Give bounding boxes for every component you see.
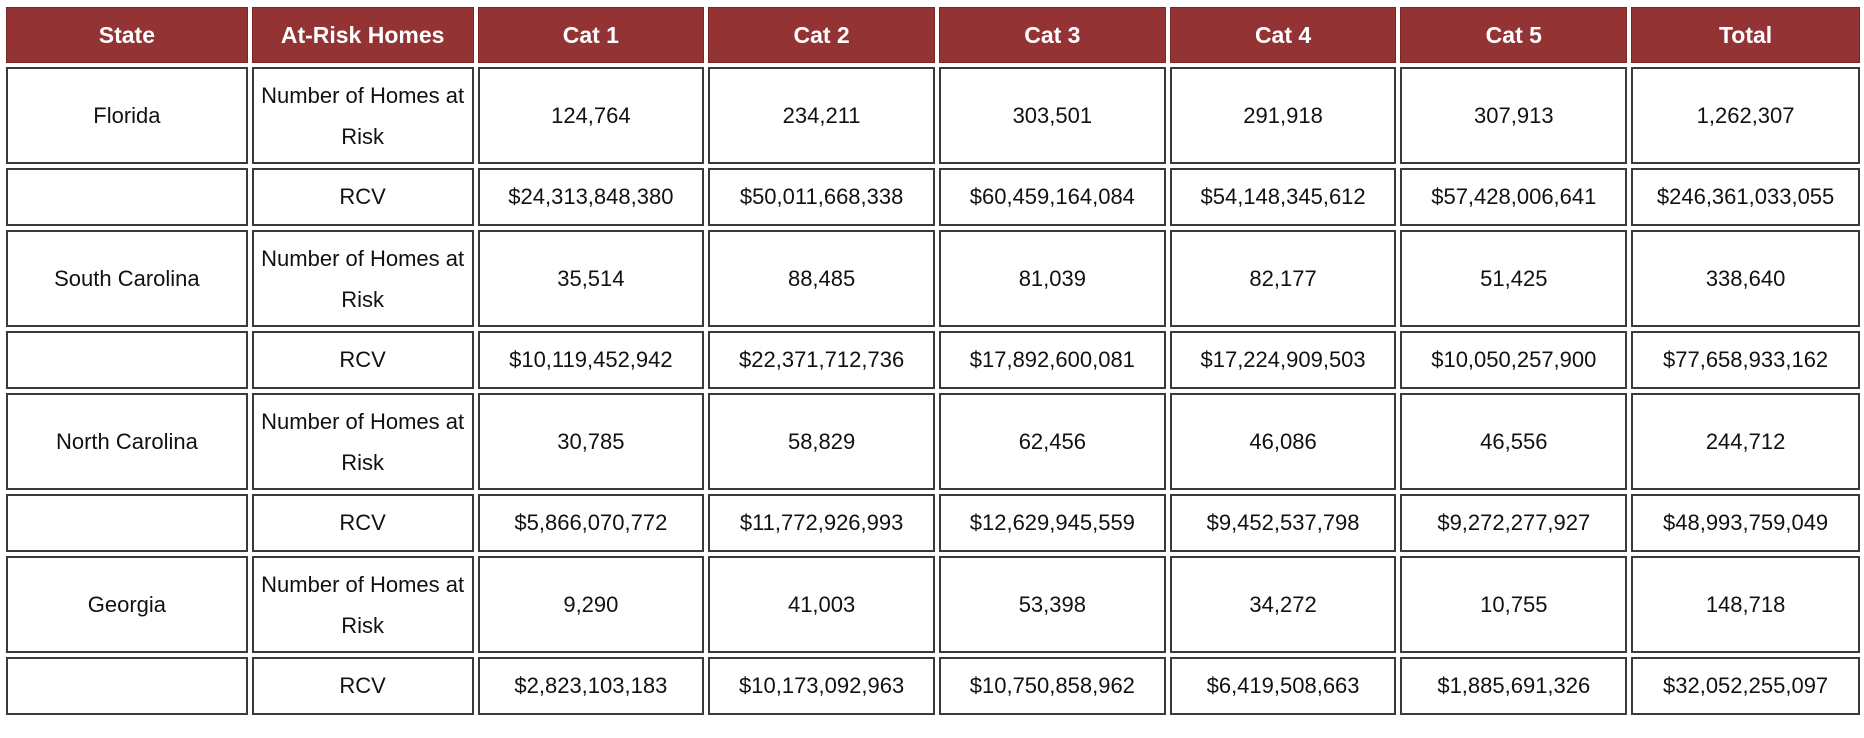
row-type-cell: Number of Homes at Risk [251, 393, 474, 490]
header-cat-5: Cat 5 [1400, 7, 1628, 63]
row-type-cell: RCV [251, 494, 474, 552]
cat-2-cell: $10,173,092,963 [708, 657, 935, 715]
cat-3-cell: $60,459,164,084 [938, 168, 1166, 226]
row-type-cell: Number of Homes at Risk [251, 230, 474, 327]
cat-3-cell: 62,456 [938, 393, 1166, 490]
cat-5-cell: 51,425 [1400, 230, 1628, 327]
table-row: North Carolina Number of Homes at Risk 3… [6, 393, 1860, 490]
total-cell: $32,052,255,097 [1631, 657, 1860, 715]
cat-5-cell: $10,050,257,900 [1400, 331, 1628, 389]
state-cell-empty [6, 168, 248, 226]
cat-3-cell: 81,039 [938, 230, 1166, 327]
row-type-cell: RCV [251, 657, 474, 715]
cat-1-cell: $5,866,070,772 [477, 494, 705, 552]
row-type-cell: RCV [251, 331, 474, 389]
table-body: Florida Number of Homes at Risk 124,764 … [6, 67, 1860, 715]
header-cat-1: Cat 1 [477, 7, 705, 63]
total-cell: $48,993,759,049 [1631, 494, 1860, 552]
table-row: Georgia Number of Homes at Risk 9,290 41… [6, 556, 1860, 653]
row-type-cell: Number of Homes at Risk [251, 556, 474, 653]
cat-3-cell: $17,892,600,081 [938, 331, 1166, 389]
at-risk-homes-table: State At-Risk Homes Cat 1 Cat 2 Cat 3 Ca… [2, 3, 1864, 719]
cat-4-cell: $6,419,508,663 [1169, 657, 1397, 715]
cat-1-cell: 9,290 [477, 556, 705, 653]
cat-5-cell: 307,913 [1400, 67, 1628, 164]
cat-4-cell: 34,272 [1169, 556, 1397, 653]
cat-3-cell: $12,629,945,559 [938, 494, 1166, 552]
table-row: RCV $10,119,452,942 $22,371,712,736 $17,… [6, 331, 1860, 389]
cat-2-cell: 58,829 [708, 393, 935, 490]
cat-1-cell: 35,514 [477, 230, 705, 327]
cat-4-cell: 46,086 [1169, 393, 1397, 490]
cat-2-cell: $50,011,668,338 [708, 168, 935, 226]
cat-1-cell: $10,119,452,942 [477, 331, 705, 389]
state-cell: South Carolina [6, 230, 248, 327]
cat-4-cell: 291,918 [1169, 67, 1397, 164]
table-row: RCV $5,866,070,772 $11,772,926,993 $12,6… [6, 494, 1860, 552]
row-type-cell: RCV [251, 168, 474, 226]
total-cell: $77,658,933,162 [1631, 331, 1860, 389]
cat-1-cell: $2,823,103,183 [477, 657, 705, 715]
header-at-risk-homes: At-Risk Homes [251, 7, 474, 63]
cat-4-cell: $9,452,537,798 [1169, 494, 1397, 552]
cat-4-cell: $17,224,909,503 [1169, 331, 1397, 389]
total-cell: 1,262,307 [1631, 67, 1860, 164]
state-cell-empty [6, 331, 248, 389]
row-type-cell: Number of Homes at Risk [251, 67, 474, 164]
state-cell: Georgia [6, 556, 248, 653]
cat-5-cell: $57,428,006,641 [1400, 168, 1628, 226]
cat-2-cell: 88,485 [708, 230, 935, 327]
total-cell: 338,640 [1631, 230, 1860, 327]
cat-5-cell: $1,885,691,326 [1400, 657, 1628, 715]
cat-2-cell: $22,371,712,736 [708, 331, 935, 389]
total-cell: $246,361,033,055 [1631, 168, 1860, 226]
table-header: State At-Risk Homes Cat 1 Cat 2 Cat 3 Ca… [6, 7, 1860, 63]
header-row: State At-Risk Homes Cat 1 Cat 2 Cat 3 Ca… [6, 7, 1860, 63]
cat-3-cell: $10,750,858,962 [938, 657, 1166, 715]
cat-2-cell: $11,772,926,993 [708, 494, 935, 552]
state-cell-empty [6, 657, 248, 715]
cat-4-cell: 82,177 [1169, 230, 1397, 327]
cat-5-cell: 10,755 [1400, 556, 1628, 653]
header-total: Total [1631, 7, 1860, 63]
table-row: RCV $2,823,103,183 $10,173,092,963 $10,7… [6, 657, 1860, 715]
state-cell: Florida [6, 67, 248, 164]
cat-1-cell: $24,313,848,380 [477, 168, 705, 226]
cat-4-cell: $54,148,345,612 [1169, 168, 1397, 226]
table-row: Florida Number of Homes at Risk 124,764 … [6, 67, 1860, 164]
state-cell: North Carolina [6, 393, 248, 490]
table-row: South Carolina Number of Homes at Risk 3… [6, 230, 1860, 327]
cat-3-cell: 303,501 [938, 67, 1166, 164]
header-cat-3: Cat 3 [938, 7, 1166, 63]
cat-5-cell: $9,272,277,927 [1400, 494, 1628, 552]
cat-1-cell: 124,764 [477, 67, 705, 164]
header-cat-4: Cat 4 [1169, 7, 1397, 63]
header-state: State [6, 7, 248, 63]
total-cell: 148,718 [1631, 556, 1860, 653]
total-cell: 244,712 [1631, 393, 1860, 490]
cat-2-cell: 234,211 [708, 67, 935, 164]
cat-1-cell: 30,785 [477, 393, 705, 490]
cat-2-cell: 41,003 [708, 556, 935, 653]
cat-3-cell: 53,398 [938, 556, 1166, 653]
table-row: RCV $24,313,848,380 $50,011,668,338 $60,… [6, 168, 1860, 226]
state-cell-empty [6, 494, 248, 552]
cat-5-cell: 46,556 [1400, 393, 1628, 490]
header-cat-2: Cat 2 [708, 7, 935, 63]
